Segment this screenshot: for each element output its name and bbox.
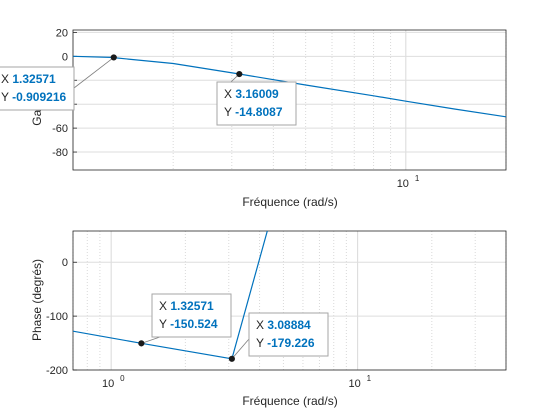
gain-x-tick-label: 10 [397, 178, 409, 190]
gain-series-line [73, 55, 506, 118]
datatip-y-value: -0.909216 [12, 90, 66, 104]
datatip-box [248, 312, 329, 357]
datatip-box [216, 81, 297, 126]
datatip-y-value: -179.226 [267, 336, 315, 350]
phase-y-tick-label: -200 [46, 365, 68, 377]
datatip-x-key: X [224, 87, 235, 101]
datatip-y-row: Y -150.524 [159, 317, 218, 331]
datatip-y-key: Y [224, 105, 235, 119]
datatip-y-key: Y [159, 317, 170, 331]
datatip-x-value: 1.32571 [170, 299, 214, 313]
phase-x-tick-label: 10 [348, 378, 360, 390]
datatip-box [0, 66, 75, 111]
phase-panel: 0 -100 -200 10 0 10 1 Fréquence (rad/s) Phase (d… [30, 230, 507, 408]
datatip-leader [141, 336, 161, 344]
datatip-x-value: 1.32571 [12, 72, 56, 86]
datatip-x-value: 3.16009 [235, 87, 279, 101]
gain-x-tick-exponent: 1 [415, 174, 420, 183]
gain-y-tick-label: 20 [56, 27, 68, 39]
datatip-y-value: -150.524 [170, 317, 218, 331]
datatip-y-key: Y [256, 336, 267, 350]
datatip-x-row: X 1.32571 [1, 72, 56, 86]
datatip-x-key: X [159, 299, 170, 313]
datatip-y-row: Y -14.8087 [224, 105, 283, 119]
phase-axes-box [72, 230, 507, 371]
phase-x-tick-exponent: 1 [367, 374, 372, 383]
datatip-marker [138, 340, 145, 347]
datatip-y-row: Y -0.909216 [1, 90, 66, 104]
datatip-x-row: X 3.08884 [256, 318, 311, 332]
datatip-y-key: Y [1, 90, 12, 104]
phase-y-axis-label: Phase (degrés) [30, 259, 44, 341]
datatip-marker [228, 355, 235, 362]
phase-y-tick-label: 0 [62, 257, 68, 269]
datatip-marker [236, 70, 243, 78]
datatip-marker [110, 54, 117, 61]
gain-x-axis-label: Fréquence (rad/s) [242, 195, 337, 209]
phase-x-tick-label: 10 [102, 378, 114, 390]
phase-x-tick-exponent: 0 [120, 374, 125, 383]
datatip-box [151, 293, 232, 338]
gain-y-tick-label: -80 [52, 147, 68, 159]
phase-y-tick-label: -100 [46, 311, 68, 323]
datatip-x-key: X [1, 72, 12, 86]
datatip-x-value: 3.08884 [267, 318, 311, 332]
gain-y-tick-label: -60 [52, 123, 68, 135]
datatip-x-row: X 3.16009 [224, 87, 279, 101]
datatip-x-key: X [256, 318, 267, 332]
datatip-x-row: X 1.32571 [159, 299, 214, 313]
phase-series-line [73, 231, 268, 360]
gain-y-tick-label: 0 [62, 51, 68, 63]
datatip-y-row: Y -179.226 [256, 336, 315, 350]
datatip-leader [231, 338, 250, 360]
datatip-y-value: -14.8087 [235, 105, 283, 119]
phase-x-axis-label: Fréquence (rad/s) [242, 394, 337, 408]
datatip-leader [73, 57, 114, 89]
